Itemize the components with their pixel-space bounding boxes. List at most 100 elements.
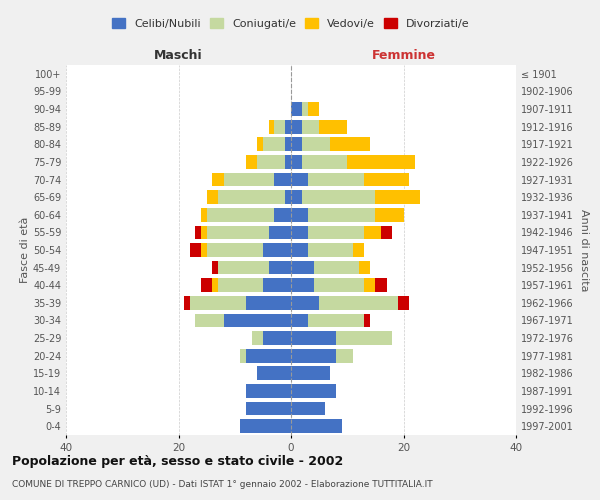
Bar [263, 331, 291, 345]
Bar [376, 208, 404, 222]
Bar [308, 172, 364, 186]
Bar [291, 278, 314, 292]
Bar [218, 278, 263, 292]
Bar [308, 102, 319, 116]
Bar [291, 226, 308, 239]
Bar [291, 155, 302, 169]
Y-axis label: Fasce di età: Fasce di età [20, 217, 30, 283]
Bar [291, 102, 302, 116]
Bar [246, 155, 257, 169]
Bar [269, 226, 291, 239]
Bar [314, 260, 359, 274]
Bar [291, 190, 302, 204]
Bar [206, 226, 269, 239]
Bar [212, 278, 218, 292]
Bar [269, 260, 291, 274]
Bar [364, 226, 381, 239]
Bar [302, 190, 376, 204]
Bar [336, 349, 353, 362]
Bar [291, 138, 302, 151]
Bar [291, 172, 308, 186]
Bar [353, 243, 364, 257]
Bar [274, 172, 291, 186]
Bar [212, 172, 223, 186]
Bar [359, 260, 370, 274]
Y-axis label: Anni di nascita: Anni di nascita [579, 209, 589, 291]
Bar [319, 296, 398, 310]
Text: Maschi: Maschi [154, 50, 203, 62]
Bar [336, 331, 392, 345]
Bar [190, 296, 246, 310]
Bar [398, 296, 409, 310]
Bar [291, 208, 308, 222]
Text: Femmine: Femmine [371, 50, 436, 62]
Legend: Celibi/Nubili, Coniugati/e, Vedovi/e, Divorziati/e: Celibi/Nubili, Coniugati/e, Vedovi/e, Di… [109, 15, 473, 32]
Bar [201, 226, 206, 239]
Bar [274, 120, 286, 134]
Bar [241, 349, 246, 362]
Bar [381, 226, 392, 239]
Bar [308, 208, 376, 222]
Bar [263, 243, 291, 257]
Bar [251, 331, 263, 345]
Bar [314, 278, 364, 292]
Bar [308, 243, 353, 257]
Bar [269, 120, 274, 134]
Text: COMUNE DI TREPPO CARNICO (UD) - Dati ISTAT 1° gennaio 2002 - Elaborazione TUTTIT: COMUNE DI TREPPO CARNICO (UD) - Dati IST… [12, 480, 433, 489]
Bar [291, 120, 302, 134]
Bar [376, 190, 421, 204]
Bar [331, 138, 370, 151]
Bar [291, 384, 336, 398]
Bar [246, 384, 291, 398]
Bar [291, 243, 308, 257]
Bar [291, 296, 319, 310]
Bar [206, 190, 218, 204]
Bar [201, 278, 212, 292]
Bar [308, 314, 364, 328]
Bar [218, 260, 269, 274]
Bar [206, 208, 274, 222]
Bar [302, 102, 308, 116]
Bar [184, 296, 190, 310]
Bar [319, 120, 347, 134]
Bar [190, 243, 201, 257]
Bar [302, 155, 347, 169]
Bar [257, 155, 286, 169]
Bar [223, 172, 274, 186]
Bar [201, 208, 206, 222]
Bar [291, 366, 331, 380]
Bar [291, 402, 325, 415]
Bar [201, 243, 206, 257]
Bar [302, 120, 319, 134]
Bar [257, 138, 263, 151]
Bar [291, 314, 308, 328]
Bar [364, 314, 370, 328]
Bar [302, 138, 331, 151]
Bar [364, 278, 376, 292]
Text: Popolazione per età, sesso e stato civile - 2002: Popolazione per età, sesso e stato civil… [12, 455, 343, 468]
Bar [263, 138, 286, 151]
Bar [347, 155, 415, 169]
Bar [196, 226, 201, 239]
Bar [223, 314, 291, 328]
Bar [257, 366, 291, 380]
Bar [246, 296, 291, 310]
Bar [291, 349, 336, 362]
Bar [291, 331, 336, 345]
Bar [376, 278, 386, 292]
Bar [308, 226, 364, 239]
Bar [212, 260, 218, 274]
Bar [206, 243, 263, 257]
Bar [364, 172, 409, 186]
Bar [291, 260, 314, 274]
Bar [286, 155, 291, 169]
Bar [291, 420, 341, 433]
Bar [286, 138, 291, 151]
Bar [286, 120, 291, 134]
Bar [274, 208, 291, 222]
Bar [196, 314, 223, 328]
Bar [241, 420, 291, 433]
Bar [246, 402, 291, 415]
Bar [263, 278, 291, 292]
Bar [286, 190, 291, 204]
